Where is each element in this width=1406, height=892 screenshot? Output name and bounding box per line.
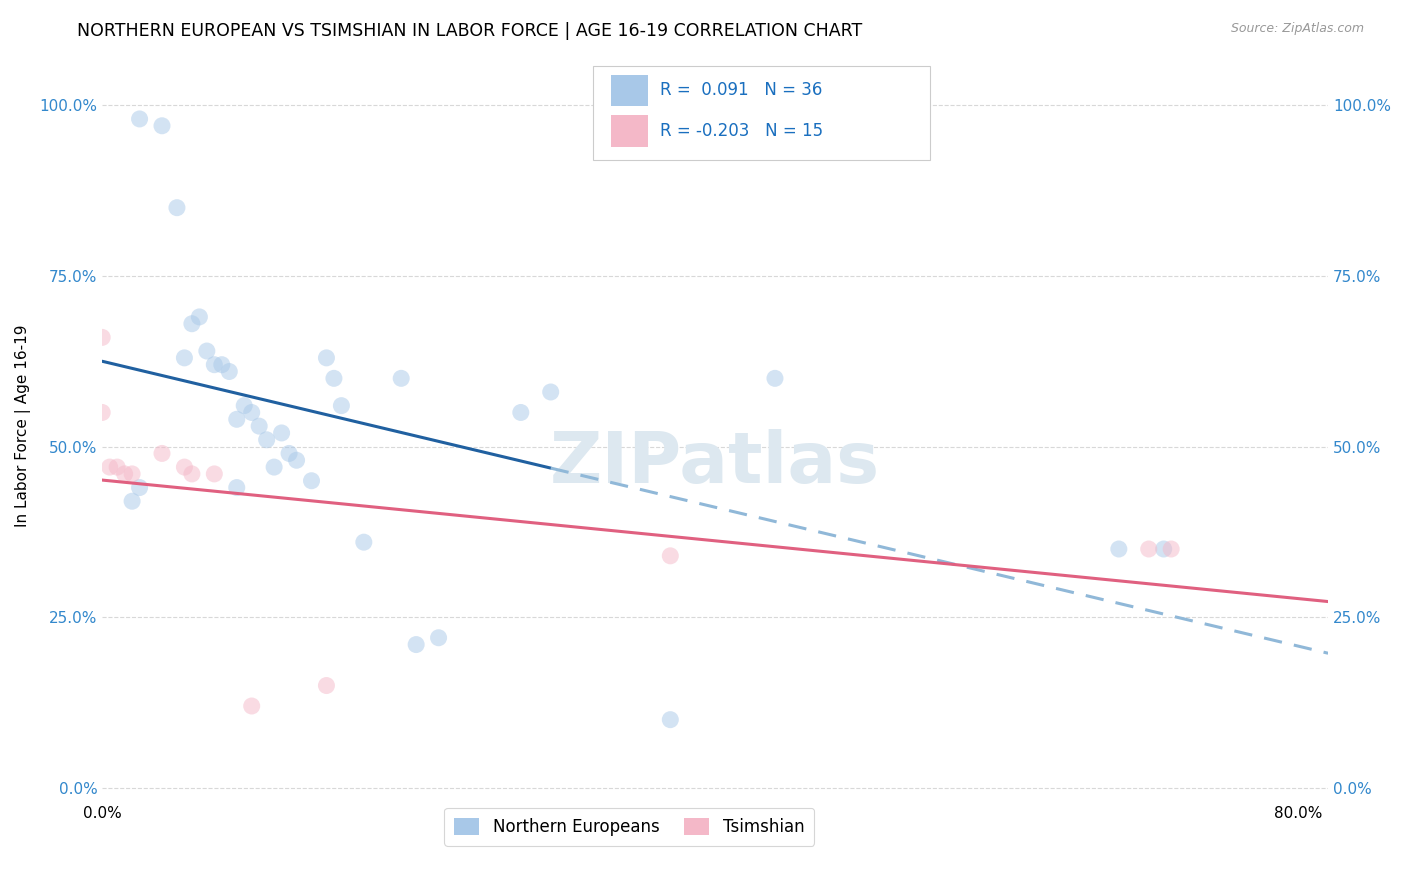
Point: [509, 405, 531, 419]
Point: [389, 371, 412, 385]
Point: [128, 481, 150, 495]
Point: [427, 631, 450, 645]
Point: [263, 460, 285, 475]
Point: [114, 467, 136, 481]
Point: [202, 358, 225, 372]
Point: [218, 364, 240, 378]
Bar: [612, 115, 648, 147]
Point: [1160, 541, 1182, 556]
Point: [285, 453, 308, 467]
Text: R = -0.203   N = 15: R = -0.203 N = 15: [659, 122, 823, 140]
Point: [240, 698, 263, 713]
Point: [225, 412, 247, 426]
Point: [173, 460, 195, 475]
FancyBboxPatch shape: [592, 66, 929, 160]
Point: [150, 446, 173, 460]
Point: [405, 638, 427, 652]
Point: [225, 481, 247, 495]
Point: [121, 494, 143, 508]
Point: [330, 399, 353, 413]
Point: [323, 371, 346, 385]
Point: [540, 384, 562, 399]
Point: [270, 425, 292, 440]
Point: [105, 460, 128, 475]
Point: [659, 713, 682, 727]
Point: [211, 358, 233, 372]
Text: ZIPatlas: ZIPatlas: [550, 429, 880, 498]
Point: [247, 419, 270, 434]
Point: [233, 399, 256, 413]
Point: [173, 351, 195, 365]
Point: [256, 433, 278, 447]
Point: [98, 460, 121, 475]
Point: [315, 351, 337, 365]
Text: Source: ZipAtlas.com: Source: ZipAtlas.com: [1230, 22, 1364, 36]
Y-axis label: In Labor Force | Age 16-19: In Labor Force | Age 16-19: [15, 325, 31, 527]
Point: [202, 467, 225, 481]
Point: [659, 549, 682, 563]
Point: [166, 201, 188, 215]
Bar: [612, 75, 648, 106]
Point: [240, 405, 263, 419]
Point: [1153, 541, 1175, 556]
Point: [121, 467, 143, 481]
Point: [188, 310, 211, 324]
Point: [128, 112, 150, 126]
Point: [763, 371, 786, 385]
Point: [301, 474, 323, 488]
Point: [315, 679, 337, 693]
Point: [180, 467, 202, 481]
Point: [195, 344, 218, 359]
Point: [1137, 541, 1160, 556]
Point: [150, 119, 173, 133]
Text: NORTHERN EUROPEAN VS TSIMSHIAN IN LABOR FORCE | AGE 16-19 CORRELATION CHART: NORTHERN EUROPEAN VS TSIMSHIAN IN LABOR …: [77, 22, 862, 40]
Point: [1108, 541, 1130, 556]
Point: [353, 535, 375, 549]
Point: [180, 317, 202, 331]
Text: R =  0.091   N = 36: R = 0.091 N = 36: [659, 81, 823, 100]
Legend: Northern Europeans, Tsimshian: Northern Europeans, Tsimshian: [444, 807, 814, 846]
Point: [278, 446, 301, 460]
Point: [91, 405, 114, 419]
Point: [91, 330, 114, 344]
